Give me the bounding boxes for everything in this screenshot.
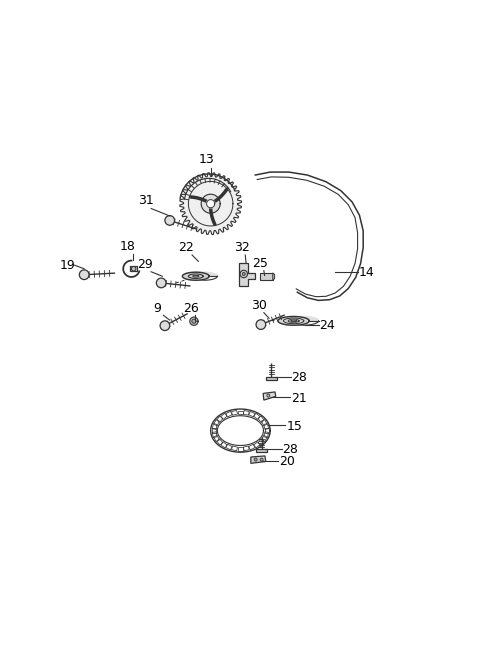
Text: 24: 24 bbox=[319, 319, 335, 332]
Polygon shape bbox=[251, 456, 266, 463]
Polygon shape bbox=[256, 449, 267, 452]
Polygon shape bbox=[239, 263, 254, 285]
Polygon shape bbox=[180, 173, 241, 235]
Polygon shape bbox=[291, 320, 297, 321]
Polygon shape bbox=[206, 199, 215, 208]
Text: 28: 28 bbox=[282, 443, 299, 457]
Polygon shape bbox=[182, 272, 209, 280]
Polygon shape bbox=[278, 316, 309, 325]
Polygon shape bbox=[201, 194, 220, 213]
Circle shape bbox=[156, 278, 166, 288]
Text: 31: 31 bbox=[138, 194, 154, 207]
Text: 28: 28 bbox=[291, 371, 307, 384]
Circle shape bbox=[160, 321, 170, 331]
Text: 15: 15 bbox=[286, 420, 302, 433]
Text: 32: 32 bbox=[234, 241, 250, 255]
Text: 19: 19 bbox=[60, 258, 75, 272]
Circle shape bbox=[165, 216, 175, 225]
Polygon shape bbox=[273, 273, 275, 280]
Polygon shape bbox=[182, 272, 217, 276]
Text: 18: 18 bbox=[120, 240, 136, 253]
Text: 20: 20 bbox=[279, 455, 295, 468]
Circle shape bbox=[242, 272, 245, 276]
Circle shape bbox=[79, 270, 89, 279]
Polygon shape bbox=[190, 317, 198, 325]
Circle shape bbox=[260, 458, 263, 461]
Polygon shape bbox=[260, 273, 273, 280]
Polygon shape bbox=[263, 392, 276, 400]
Circle shape bbox=[254, 458, 257, 461]
Text: 30: 30 bbox=[251, 299, 267, 312]
Circle shape bbox=[256, 319, 266, 329]
Polygon shape bbox=[278, 316, 319, 321]
Text: 14: 14 bbox=[359, 266, 374, 279]
Text: 25: 25 bbox=[252, 257, 268, 270]
Text: 13: 13 bbox=[199, 154, 215, 167]
Polygon shape bbox=[266, 377, 277, 380]
Text: 26: 26 bbox=[183, 302, 199, 314]
Circle shape bbox=[132, 266, 136, 271]
Text: 21: 21 bbox=[290, 392, 306, 405]
Text: 22: 22 bbox=[178, 241, 193, 255]
Circle shape bbox=[267, 394, 270, 397]
Polygon shape bbox=[193, 276, 199, 277]
Circle shape bbox=[240, 270, 248, 277]
Text: 29: 29 bbox=[137, 258, 153, 271]
Text: 9: 9 bbox=[153, 302, 161, 314]
Polygon shape bbox=[192, 319, 196, 323]
Polygon shape bbox=[130, 266, 137, 271]
